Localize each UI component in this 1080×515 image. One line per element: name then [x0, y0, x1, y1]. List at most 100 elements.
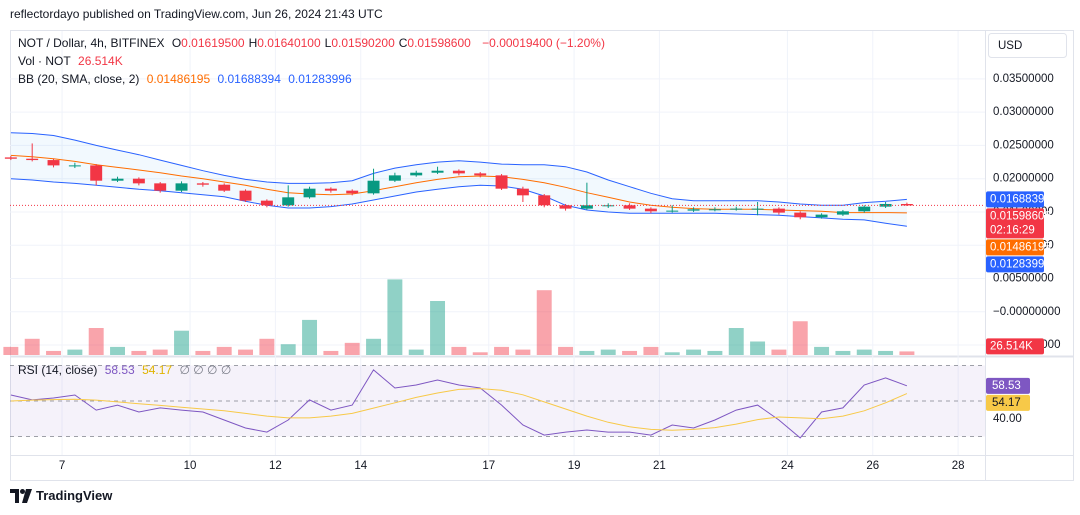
candle-body	[687, 209, 700, 211]
ohlc-value: 0.01598600	[407, 36, 471, 50]
candle-body	[303, 188, 316, 198]
volume-bar	[280, 344, 296, 355]
price-tag	[986, 239, 1044, 256]
volume-bar	[856, 349, 872, 355]
volume-bar	[3, 346, 19, 355]
ohlc-value: 0.01640100	[257, 36, 321, 50]
y-tick-label: −0.00000000	[993, 306, 1060, 318]
candle-body	[772, 208, 785, 213]
candle-body	[260, 200, 273, 206]
volume-bar	[472, 352, 488, 355]
currency-button[interactable]	[988, 33, 1067, 58]
bb-basis-value: 0.01486195	[146, 72, 211, 86]
candle-body	[602, 205, 615, 207]
volume-bar	[771, 349, 787, 355]
candle-body	[218, 184, 231, 191]
ohlc-key: H	[248, 36, 258, 50]
bb-upper-line	[10, 132, 907, 206]
candle-body	[132, 178, 145, 184]
symbol-title: NOT / Dollar, 4h, BITFINEX	[18, 36, 165, 50]
rsi-line	[10, 369, 908, 439]
candle-body	[900, 204, 913, 206]
y-tick-label: 0.02500000	[993, 139, 1054, 151]
volume-bar	[366, 338, 382, 355]
volume-bar	[515, 349, 531, 355]
brand-name: TradingView	[36, 488, 113, 503]
candle-body	[26, 158, 39, 161]
candle-body	[410, 172, 423, 176]
candle-body	[346, 190, 359, 194]
x-tick-label: 7	[59, 460, 65, 472]
volume-bar	[131, 350, 147, 355]
x-tick-label: 28	[952, 460, 965, 472]
volume-value: 26.514K	[78, 54, 123, 68]
x-tick-label: 17	[482, 460, 495, 472]
candle-body	[836, 211, 849, 215]
candle-body	[495, 175, 508, 189]
volume-bar	[174, 330, 189, 355]
ohlc-value: 0.01619500	[181, 36, 245, 50]
volume-bar	[579, 350, 595, 355]
ohlc-key: O	[171, 36, 182, 50]
rsi-extras: ∅ ∅ ∅ ∅	[179, 363, 232, 377]
candle-body	[644, 208, 657, 212]
legend-row: Vol · NOT 26.514K	[18, 52, 609, 70]
candle-body	[111, 178, 124, 181]
volume-bar	[600, 349, 616, 355]
brand-logo	[10, 488, 32, 503]
currency-label[interactable]: USD	[998, 40, 1022, 52]
rsi-tag-label: 54.17	[992, 397, 1021, 409]
volume-bar	[494, 346, 510, 355]
rsi-line	[10, 388, 908, 431]
price-tag-label: 0.01283996	[990, 258, 1051, 270]
candle-body	[282, 197, 295, 206]
price-tag	[986, 208, 1044, 239]
volume-bar	[643, 346, 659, 355]
volume-bar	[835, 350, 851, 355]
axis-layer: 0.03500000 0.03000000 0.02500000 0.02000000…	[59, 73, 1061, 472]
candle-body	[580, 205, 593, 209]
volume-bar	[430, 301, 446, 355]
y-tick-label: 0.03000000	[993, 106, 1054, 118]
ohlc-key: L	[324, 36, 332, 50]
x-tick-label: 21	[653, 460, 666, 472]
candle-body	[324, 188, 337, 191]
marks-layer	[3, 132, 985, 439]
candle-body	[708, 209, 721, 211]
rsi-tag-label: 58.53	[992, 380, 1021, 392]
y-tick-label: 0.00500000	[993, 273, 1054, 285]
bb-upper-value: 0.01688394	[217, 72, 281, 86]
volume-bar	[387, 279, 403, 355]
change: −0.00019400 (−1.20%)	[482, 36, 605, 50]
volume-bar	[344, 342, 360, 355]
rsi-value: 58.53	[104, 363, 135, 377]
x-tick-label: 14	[354, 460, 367, 472]
bb-title: BB (20, SMA, close, 2)	[18, 72, 140, 86]
candle-body	[879, 203, 892, 207]
y-tick-label: 40.00	[993, 413, 1022, 425]
ohlc-values: O0.01619500 H0.01640100 L0.01590200 C0.0159…	[172, 36, 475, 50]
x-tick-label: 19	[568, 460, 581, 472]
volume-bar	[216, 346, 232, 355]
candle-body	[794, 212, 807, 218]
byline: reflectordayo published on TradingView.c…	[10, 7, 383, 21]
volume-bar	[451, 346, 467, 355]
candle-body	[858, 206, 871, 212]
candle-body	[730, 208, 743, 210]
candle-body	[516, 188, 529, 196]
volume-tag	[986, 338, 1044, 355]
ohlc-value: 0.01590200	[331, 36, 395, 50]
price-tag-label: 0.01486195	[990, 241, 1051, 253]
x-tick-label: 24	[781, 460, 794, 472]
rsi-legend: RSI (14, close) 58.53 54.17 ∅ ∅ ∅ ∅	[18, 361, 235, 379]
bb-fill	[10, 132, 907, 227]
y-tick-label: 0.03500000	[993, 73, 1054, 85]
volume-bar	[152, 349, 168, 355]
volume-bar	[259, 338, 275, 355]
volume-bar	[814, 346, 830, 355]
rsi-tag	[986, 394, 1030, 411]
volume-bar	[46, 350, 61, 355]
candle-body	[90, 165, 103, 181]
volume-bar	[88, 328, 104, 355]
